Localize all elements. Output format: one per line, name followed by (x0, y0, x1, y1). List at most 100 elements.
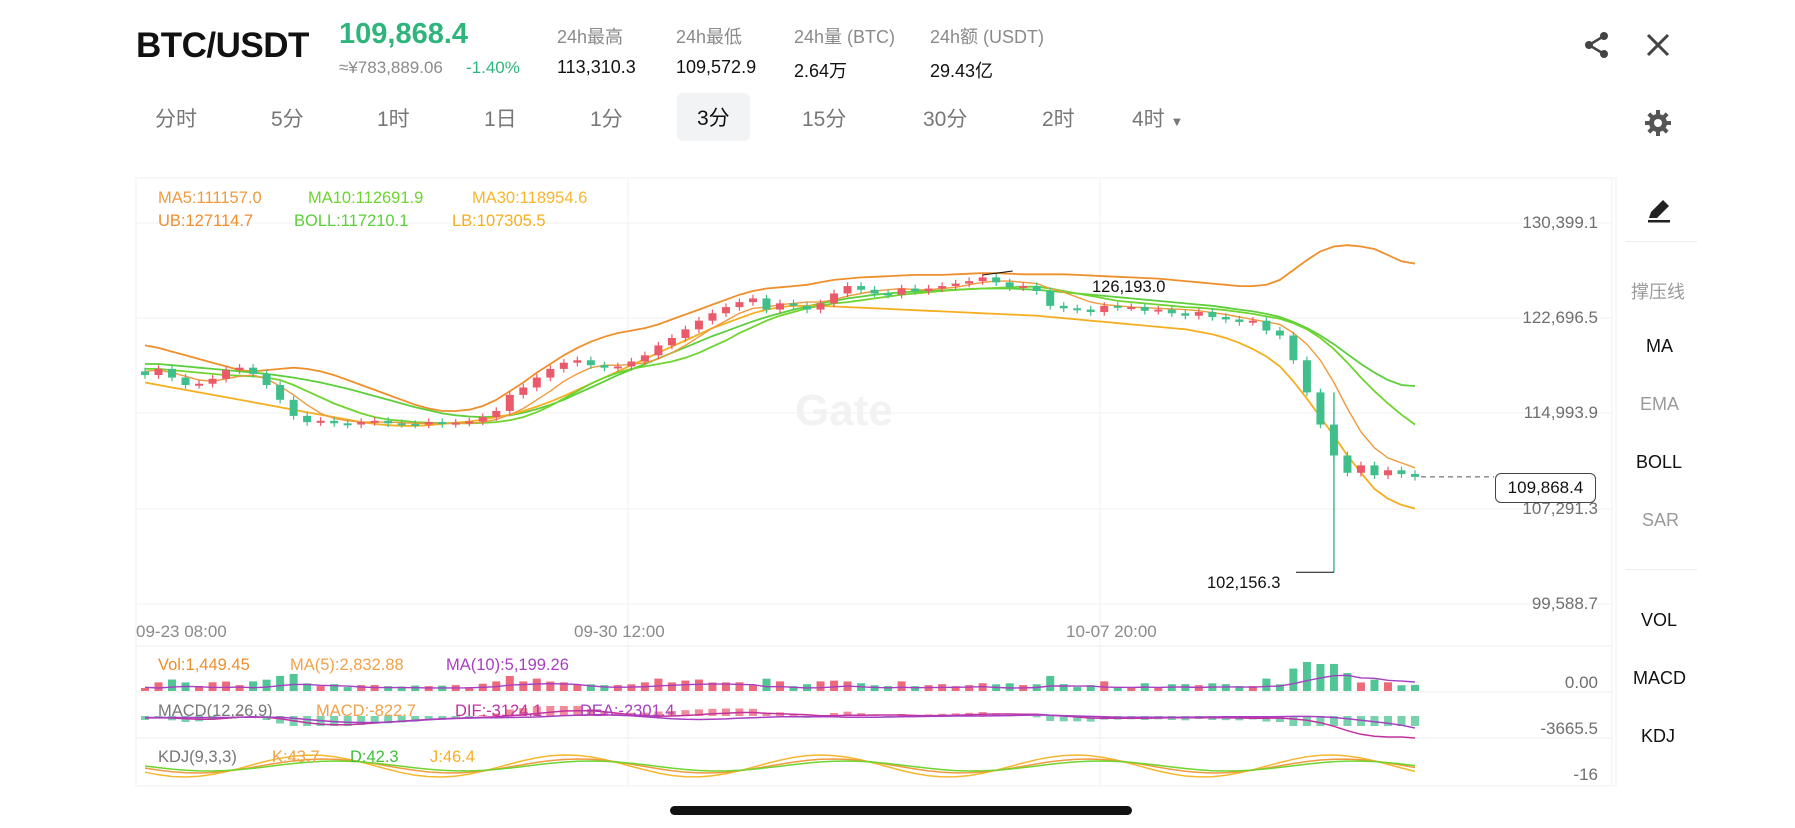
tool-ma[interactable]: MA (1646, 336, 1673, 356)
volume-bar (316, 686, 325, 691)
candle-body (1262, 320, 1271, 331)
tool-macd[interactable]: MACD (1633, 668, 1686, 688)
tab-3m[interactable]: 3分 (677, 93, 750, 141)
close-button[interactable] (1645, 32, 1671, 63)
candle-body (627, 361, 636, 367)
candle-body (546, 368, 555, 378)
candle-body (492, 410, 501, 418)
low-price-label: 102,156.3 (1207, 574, 1281, 592)
pair-name: BTC/USDT (136, 26, 309, 65)
tool-vol[interactable]: VOL (1641, 610, 1678, 630)
tool-ema[interactable]: EMA (1640, 394, 1680, 414)
macd-histogram-bar (600, 711, 609, 716)
volume-bar (1235, 686, 1244, 691)
lb-legend: LB:107305.5 (452, 212, 546, 230)
tab-15m[interactable]: 15分 (802, 108, 847, 131)
tool-kdj[interactable]: KDJ (1641, 726, 1676, 746)
macd-histogram-bar (505, 709, 514, 716)
candle-body (451, 422, 460, 425)
macd-histogram-bar (830, 713, 839, 716)
settings-button[interactable] (1645, 110, 1671, 141)
candle-body (505, 394, 514, 411)
volume-bar (1343, 673, 1352, 691)
stat-24h-low: 24h最低 109,572.9 (676, 23, 756, 78)
candle-body (289, 399, 298, 416)
candle-body (681, 329, 690, 338)
volume-axis-tick: 0.00 (1564, 673, 1598, 692)
tab-1d[interactable]: 1日 (484, 108, 517, 131)
volume-bar (141, 688, 149, 691)
tool-boll[interactable]: BOLL (1636, 452, 1683, 472)
tab-30m[interactable]: 30分 (923, 108, 968, 131)
volume-bar (303, 683, 312, 691)
macd-histogram-bar (1289, 716, 1298, 726)
candle-body (559, 362, 568, 369)
tab-1h[interactable]: 1时 (377, 108, 410, 131)
stat-24h-high: 24h最高 113,310.3 (557, 23, 636, 78)
current-price-tag[interactable]: 109,868.4 (1495, 473, 1596, 503)
macd-histogram-bar (276, 716, 285, 724)
volume-bar (1329, 663, 1338, 691)
tool-support-resistance[interactable]: 撑压线 (1631, 282, 1685, 302)
chart-frame (135, 177, 1617, 787)
ma10-legend: MA10:112691.9 (308, 189, 424, 207)
volume-bar (789, 686, 798, 691)
candle-body (154, 368, 163, 376)
tool-sar[interactable]: SAR (1642, 510, 1680, 530)
candle-body (897, 288, 906, 295)
candle-body (924, 288, 933, 292)
candle-body (884, 293, 893, 296)
volume-bar (573, 684, 582, 691)
macd-axis-tick: -3665.5 (1540, 719, 1598, 738)
candle-body (613, 366, 622, 369)
candle-body (1032, 286, 1041, 292)
boll-upper-line (144, 244, 1416, 412)
volume-bar (289, 674, 298, 691)
candle-body (586, 360, 595, 366)
tab-timeline[interactable]: 分时 (155, 108, 197, 131)
candle-body (465, 421, 474, 424)
stat-label: 24h量 (BTC) (794, 27, 896, 47)
volume-bar (897, 681, 906, 691)
macd-dea-line (145, 714, 1416, 729)
candle-body (1100, 305, 1109, 313)
tab-5m[interactable]: 5分 (271, 108, 304, 131)
volume-bar (965, 685, 974, 691)
candle-body (708, 313, 717, 321)
gear-icon (1645, 110, 1671, 136)
macd-histogram-bar (1329, 716, 1338, 726)
home-indicator (670, 806, 1132, 815)
volume-bar (546, 681, 555, 691)
macd-histogram-bar (424, 716, 433, 721)
volume-bar (559, 682, 568, 691)
tab-2h[interactable]: 2时 (1042, 108, 1075, 131)
d-legend: D:42.3 (350, 748, 399, 766)
candle-body (1046, 291, 1055, 306)
volume-bar (1397, 685, 1406, 691)
macd-histogram-bar (721, 708, 730, 716)
volume-bar (600, 685, 609, 691)
tab-1m[interactable]: 1分 (590, 108, 623, 131)
share-button[interactable] (1582, 30, 1612, 65)
tab-4h[interactable]: 4时 ▼ (1132, 103, 1183, 133)
dif-legend: DIF:-3124.1 (455, 702, 543, 720)
ma30-legend: MA30:118954.6 (472, 189, 588, 207)
volume-bar (613, 685, 622, 691)
macd-histogram-bar (1073, 716, 1082, 722)
price-tick: 122,696.5 (1522, 308, 1598, 327)
candle-body (357, 422, 366, 425)
chevron-down-icon: ▼ (1170, 114, 1184, 129)
macd-histogram-bar (1411, 716, 1419, 726)
volume-bar (1113, 687, 1122, 691)
volume-ma-line (144, 674, 1416, 689)
stat-value: 29.43亿 (930, 61, 994, 81)
vol-ma10-legend: MA(10):5,199.26 (446, 656, 569, 674)
volume-bar (694, 679, 703, 691)
candle-body (519, 387, 528, 395)
macd-histogram-bar (1356, 716, 1365, 726)
macd-histogram-bar (532, 706, 541, 716)
volume-bar (1370, 679, 1379, 691)
candle-body (370, 420, 379, 423)
draw-tool-button[interactable] (1645, 196, 1673, 229)
